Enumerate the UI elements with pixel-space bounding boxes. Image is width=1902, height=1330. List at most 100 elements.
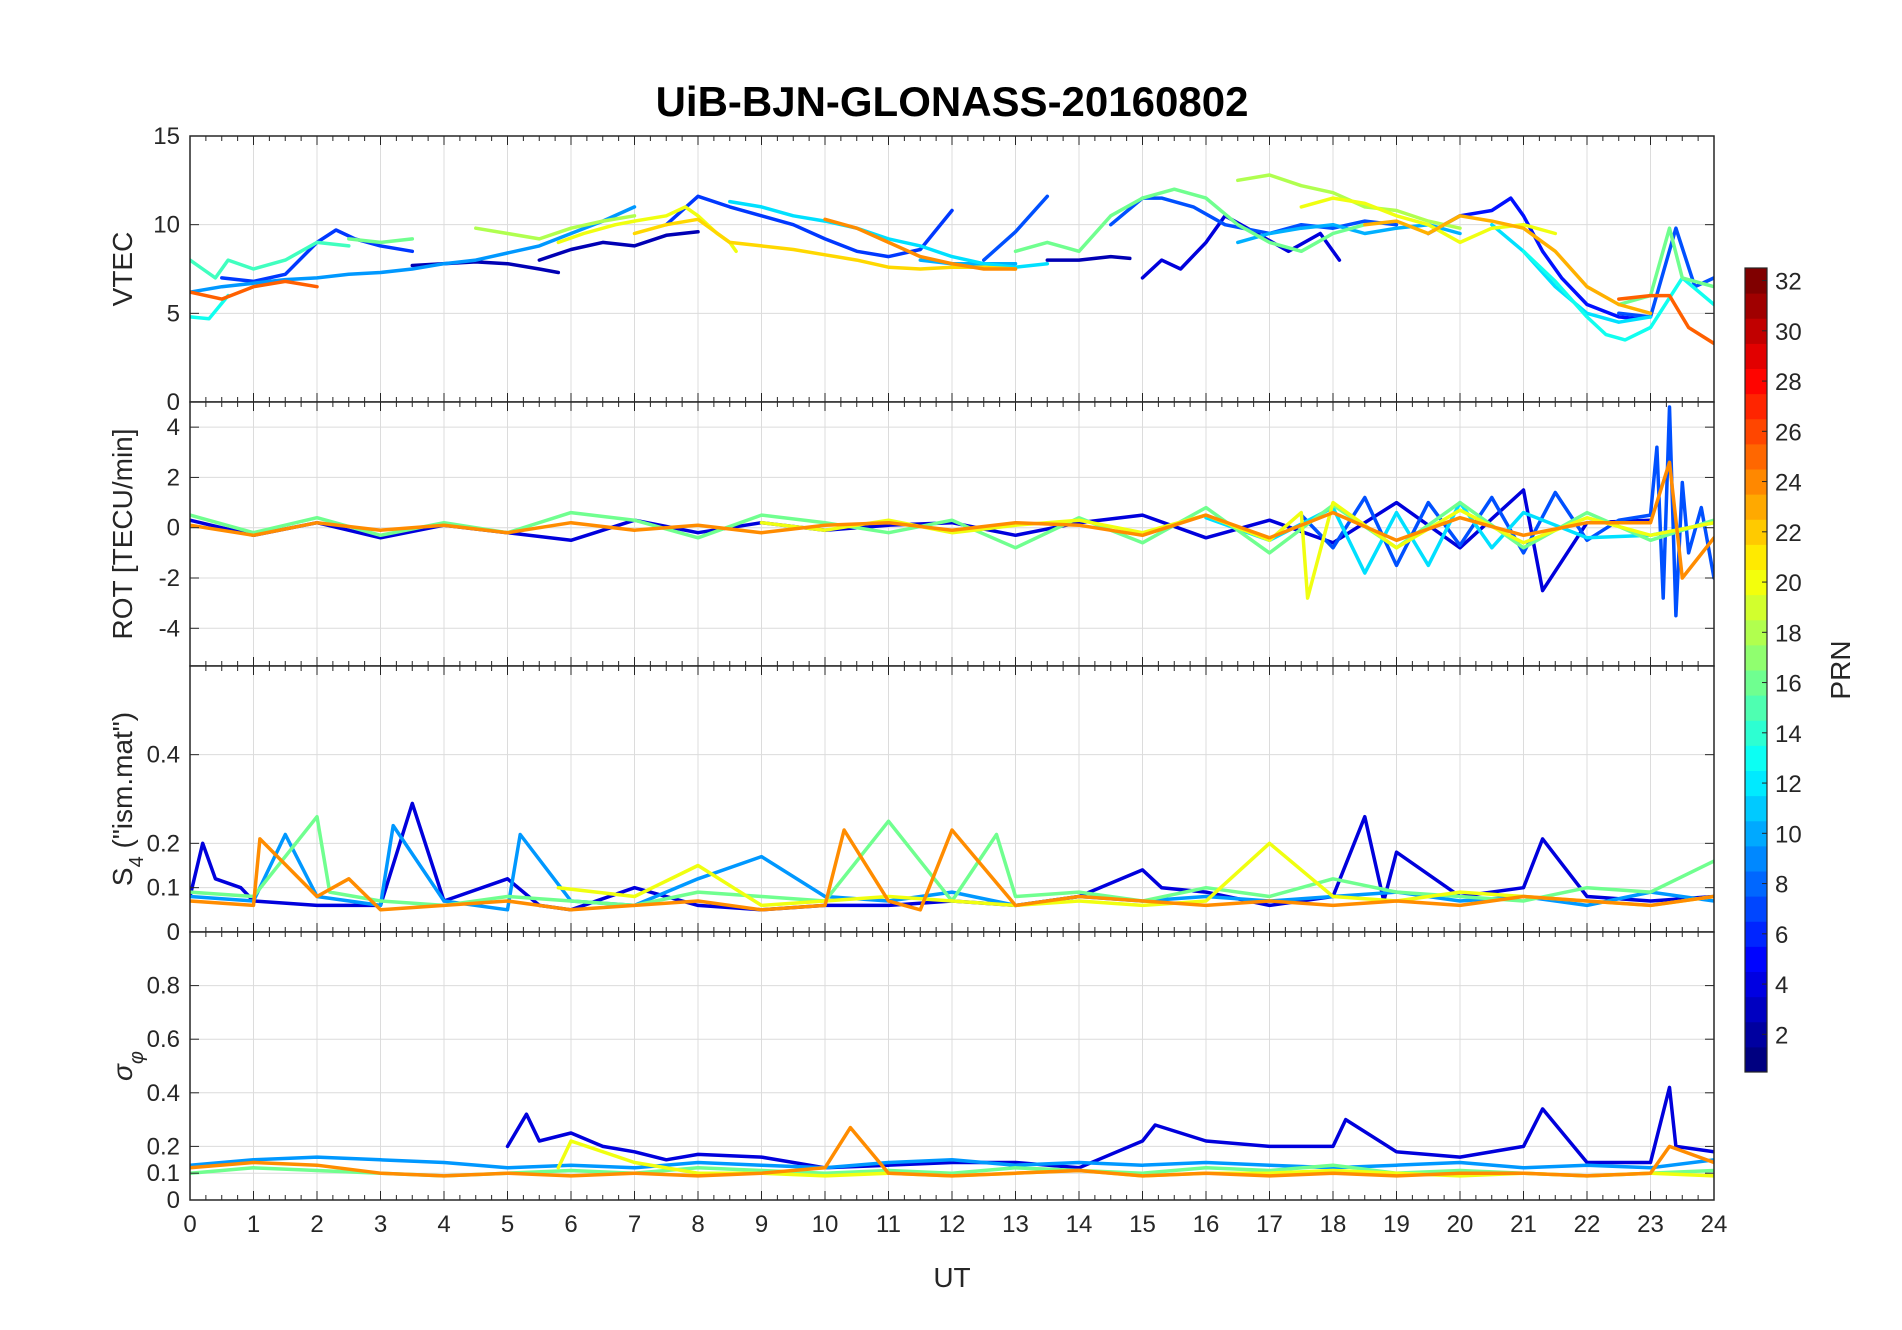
x-tick-label: 7 <box>628 1211 641 1238</box>
y-tick-label: 0 <box>167 1187 180 1214</box>
x-tick-label: 13 <box>1002 1211 1029 1238</box>
colorbar-segment <box>1745 871 1767 897</box>
series-group <box>190 173 1714 346</box>
colorbar-segment <box>1745 770 1767 797</box>
colorbar-segment <box>1745 1046 1767 1073</box>
panel-vtec: 0 5 10 15 VTEC <box>107 123 1715 416</box>
colorbar-tick-label: 14 <box>1775 721 1802 748</box>
colorbar-frame <box>1744 267 1768 1073</box>
colorbar-segment <box>1745 996 1767 1023</box>
x-tick-label: 24 <box>1701 1211 1728 1238</box>
colorbar-segment <box>1745 670 1767 696</box>
series-line-prn-17 <box>190 500 1714 555</box>
y-tick-label: -2 <box>159 565 180 592</box>
series-line-prn-5 <box>664 194 954 259</box>
y-tick-label: -4 <box>159 615 180 642</box>
colorbar-tick-label: 30 <box>1775 319 1802 346</box>
y-tick-label: 0.1 <box>147 1160 180 1187</box>
colorbar-segment <box>1745 644 1767 671</box>
colorbar-segment <box>1745 946 1767 973</box>
colorbar-segment <box>1745 745 1767 772</box>
colorbar-segment <box>1745 268 1767 294</box>
series-line-prn-17 <box>1013 187 1367 254</box>
x-tick-label: 19 <box>1383 1211 1410 1238</box>
chart-title: UiB-BJN-GLONASS-20160802 <box>656 78 1249 125</box>
y-tick-label: 0 <box>167 515 180 542</box>
series-group <box>190 1085 1714 1178</box>
colorbar-segment <box>1745 971 1767 998</box>
colorbar-tick-label: 2 <box>1775 1022 1788 1049</box>
colorbar-segment <box>1745 519 1767 545</box>
y-axis-label-rot: ROT [TECU/min] <box>107 428 138 639</box>
y-tick-label: 0.4 <box>147 1080 180 1107</box>
colorbar-segment <box>1745 443 1767 470</box>
x-tick-label: 6 <box>564 1211 577 1238</box>
series-line-prn-3 <box>190 801 1714 912</box>
colorbar-segment <box>1745 418 1767 445</box>
colorbar-segment <box>1745 293 1767 319</box>
panel-s4: 0 0.1 0.2 0.4S4 ("ism.mat") <box>107 665 1715 946</box>
series-line-prn-9 <box>190 205 637 294</box>
colorbar-segment <box>1745 544 1767 571</box>
colorbar-segment <box>1745 1021 1767 1048</box>
series-line-prn-24 <box>823 217 1018 271</box>
series-line-prn-13 <box>1521 249 1714 342</box>
x-tick-label: 21 <box>1510 1211 1537 1238</box>
series-line-prn-9 <box>190 1155 1714 1170</box>
series-line-prn-2 <box>1045 254 1132 262</box>
x-tick-label: 23 <box>1637 1211 1664 1238</box>
colorbar-tick-label: 6 <box>1775 922 1788 949</box>
colorbar-segment <box>1745 921 1767 947</box>
series-line-prn-17 <box>347 237 415 245</box>
colorbar-segment <box>1745 845 1767 872</box>
panel-rot: -4 -2 0 2 4 ROT [TECU/min] <box>107 401 1715 667</box>
series-line-prn-6 <box>982 194 1050 262</box>
x-tick-label: 15 <box>1129 1211 1156 1238</box>
colorbar-segment <box>1745 343 1767 370</box>
x-tick-label: 22 <box>1574 1211 1601 1238</box>
colorbar-tick-label: 28 <box>1775 369 1802 396</box>
colorbar-tick-label: 18 <box>1775 620 1802 647</box>
series-line-prn-2 <box>537 230 700 262</box>
y-tick-label: 0.2 <box>147 1133 180 1160</box>
y-axis-label-vtec: VTEC <box>107 232 138 307</box>
x-tick-label: 14 <box>1066 1211 1093 1238</box>
x-tick-label: 10 <box>812 1211 839 1238</box>
x-tick-label: 17 <box>1256 1211 1283 1238</box>
y-tick-label: 15 <box>153 123 180 150</box>
colorbar-tick-label: 16 <box>1775 671 1802 698</box>
x-tick-label: 12 <box>939 1211 966 1238</box>
colorbar-segment <box>1745 896 1767 922</box>
colorbar-segment <box>1745 368 1767 395</box>
series-line-prn-24 <box>190 1125 1714 1178</box>
y-tick-label: 5 <box>167 300 180 327</box>
series-line-prn-25 <box>190 279 319 301</box>
colorbar-tick-label: 10 <box>1775 821 1802 848</box>
colorbar-segment <box>1745 720 1767 746</box>
series-line-prn-3 <box>505 1085 1714 1170</box>
x-tick-label: 8 <box>691 1211 704 1238</box>
series-line-prn-25 <box>1617 293 1714 346</box>
y-tick-label: 0 <box>167 389 180 416</box>
colorbar-tick-label: 24 <box>1775 470 1802 497</box>
panel-sigma_phi: 00.10.2 0.4 0.6 0.8 σφ <box>107 931 1715 1214</box>
colorbar-segment <box>1745 594 1767 621</box>
colorbar-segment <box>1745 318 1767 344</box>
series-line-prn-6 <box>1299 405 1714 618</box>
y-tick-label: 2 <box>167 464 180 491</box>
series-line-prn-15 <box>190 240 351 280</box>
x-axis: 0 1 2 3 4 5 6 7 8 9 10 11 12 13 14 15 16 17 18 19 20 21 22 23 24 <box>183 1211 1727 1238</box>
colorbar-tick-label: 32 <box>1775 269 1802 296</box>
x-tick-label: 5 <box>501 1211 514 1238</box>
series-group <box>190 801 1714 912</box>
x-tick-label: 1 <box>247 1211 260 1238</box>
series-line-prn-23 <box>1363 214 1653 316</box>
colorbar-segment <box>1745 494 1767 520</box>
colorbar-tick-label: 8 <box>1775 872 1788 899</box>
colorbar-tick-label: 20 <box>1775 570 1802 597</box>
colorbar-tick-label: 26 <box>1775 419 1802 446</box>
x-tick-label: 16 <box>1193 1211 1220 1238</box>
x-tick-label: 18 <box>1320 1211 1347 1238</box>
